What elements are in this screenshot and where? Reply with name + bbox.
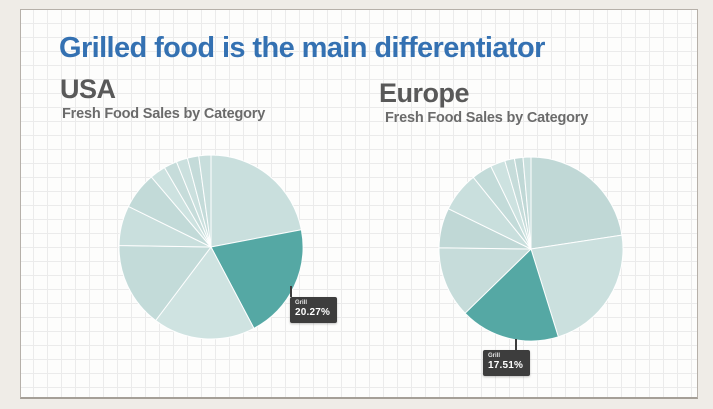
europe-tooltip-connector: [515, 339, 517, 350]
europe-heading: Europe: [379, 78, 470, 108]
pie-slice[interactable]: [155, 246, 255, 340]
tooltip-value: 20.27%: [295, 307, 331, 318]
europe-grill-tooltip: Grill 17.51%: [483, 350, 530, 376]
pie-slice[interactable]: [522, 156, 532, 250]
pie-slice-grill[interactable]: [210, 229, 304, 329]
slide-title: Grilled food is the main differentiator: [59, 32, 545, 64]
usa-heading: USA: [60, 74, 116, 104]
tooltip-label: Grill: [295, 300, 308, 306]
pie-slice[interactable]: [438, 247, 532, 314]
tooltip-label: Grill: [488, 353, 501, 359]
usa-grill-tooltip: Grill 20.27%: [290, 297, 337, 323]
europe-chart-subtitle: Fresh Food Sales by Category: [385, 110, 589, 126]
pie-slice[interactable]: [118, 244, 212, 321]
europe-pie-chart[interactable]: [436, 154, 626, 344]
pie-slice[interactable]: [530, 234, 624, 338]
usa-pie-chart[interactable]: [116, 152, 306, 342]
pie-slice-grill[interactable]: [464, 248, 559, 342]
tooltip-value: 17.51%: [488, 360, 524, 371]
usa-chart-subtitle: Fresh Food Sales by Category: [62, 106, 266, 122]
slide-panel: Grilled food is the main differentiator …: [20, 9, 698, 399]
pie-slice[interactable]: [198, 154, 212, 248]
usa-tooltip-connector: [290, 286, 292, 297]
pie-slice[interactable]: [210, 154, 302, 248]
pie-slice[interactable]: [530, 156, 623, 250]
